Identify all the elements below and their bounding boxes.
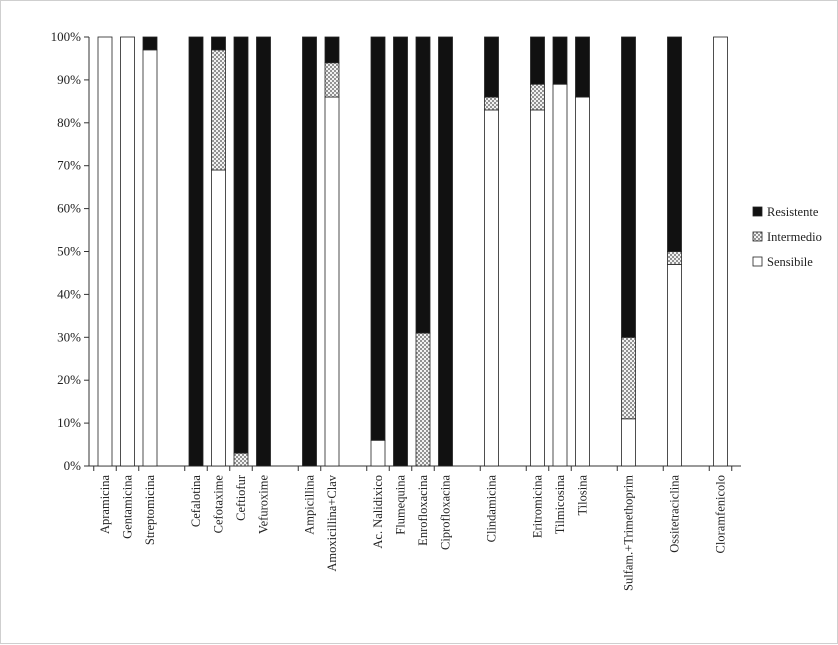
category-label: Cefotaxime bbox=[212, 475, 226, 534]
bar-segment-sensibile bbox=[530, 109, 545, 467]
bar-segment-sensibile bbox=[324, 96, 340, 467]
y-tick-label: 30% bbox=[57, 329, 81, 344]
bar-segment-sensibile bbox=[120, 36, 135, 467]
bar-segment-sensibile bbox=[575, 96, 590, 467]
axes: 0% 10% 20% 30% 40% 50% 60% 70% 80% 90% 100% bbox=[51, 29, 741, 473]
category-label: Ac. Nalidixico bbox=[371, 475, 385, 549]
bar-segment-intermedio bbox=[415, 332, 431, 467]
y-tick-label: 40% bbox=[57, 286, 81, 301]
bar-segment-resistente bbox=[142, 36, 158, 51]
bar-segment-resistente bbox=[324, 36, 340, 64]
bar-segment-intermedio bbox=[484, 96, 499, 111]
bar-segment-resistente bbox=[484, 36, 499, 98]
bar-segment-sensibile bbox=[621, 418, 636, 467]
category-label: Vefuroxime bbox=[257, 475, 271, 534]
bar-segment-intermedio bbox=[211, 49, 226, 171]
category-label: Sulfam.+Trimethoprim bbox=[622, 475, 636, 591]
category-label: Cefalotina bbox=[189, 475, 203, 528]
bar-segment-resistente bbox=[188, 36, 204, 467]
bar-segment-resistente bbox=[530, 36, 545, 85]
category-label: Ciprofloxacina bbox=[439, 475, 453, 550]
category-label: Streptomicina bbox=[143, 475, 157, 546]
legend-swatch bbox=[752, 256, 763, 267]
category-label: Apramicina bbox=[98, 475, 112, 534]
category-label: Amoxicillina+Clav bbox=[325, 474, 339, 571]
y-tick-label: 0% bbox=[64, 458, 82, 473]
legend-label: Resistente bbox=[767, 205, 819, 219]
category-label: Tilosina bbox=[576, 475, 590, 516]
y-tick-label: 60% bbox=[57, 201, 81, 216]
y-tick-label: 50% bbox=[57, 244, 81, 259]
bar-segment-sensibile bbox=[211, 169, 226, 467]
category-label: Clindamicina bbox=[485, 475, 499, 543]
legend: Resistente Intermedio Sensibile bbox=[752, 205, 822, 269]
legend-label: Intermedio bbox=[767, 230, 822, 244]
y-tick-label: 70% bbox=[57, 158, 81, 173]
bar-segment-sensibile bbox=[97, 36, 113, 467]
bar-segment-intermedio bbox=[324, 62, 340, 98]
bar-segment-resistente bbox=[621, 36, 636, 338]
bar-segment-resistente bbox=[415, 36, 431, 334]
legend-label: Sensibile bbox=[767, 255, 813, 269]
category-label: Ampicillina bbox=[303, 475, 317, 535]
bar-segment-sensibile bbox=[667, 263, 682, 467]
category-label: Tilmicosina bbox=[553, 475, 567, 535]
y-tick-label: 10% bbox=[57, 415, 81, 430]
category-label: Eritromicina bbox=[531, 475, 545, 539]
bar-segment-sensibile bbox=[713, 36, 728, 467]
y-tick-label: 100% bbox=[51, 29, 82, 44]
y-tick-label: 20% bbox=[57, 372, 81, 387]
bar-segment-intermedio bbox=[621, 336, 636, 420]
bar-segment-resistente bbox=[552, 36, 568, 85]
bar-segment-sensibile bbox=[142, 49, 158, 467]
category-labels: Apramicina Gentamicina Streptomicina Cefalo… bbox=[98, 474, 728, 591]
legend-swatch bbox=[752, 231, 763, 242]
bar-segment-intermedio bbox=[530, 83, 545, 111]
bar-segment-sensibile bbox=[484, 109, 499, 467]
bar-segment-resistente bbox=[256, 36, 271, 467]
y-tick-label: 90% bbox=[57, 72, 81, 87]
bar-segment-resistente bbox=[575, 36, 590, 98]
bar-segment-resistente bbox=[393, 36, 408, 467]
category-label: Enrofloxacina bbox=[416, 475, 430, 546]
bar-segment-resistente bbox=[233, 36, 249, 454]
category-label: Ossitetraciclina bbox=[668, 475, 682, 553]
bar-segment-resistente bbox=[302, 36, 317, 467]
category-label: Ceftiofur bbox=[234, 474, 248, 521]
bar-segment-resistente bbox=[211, 36, 226, 51]
bar-segment-intermedio bbox=[233, 452, 249, 467]
bar-segment-intermedio bbox=[667, 251, 682, 265]
bars bbox=[97, 36, 728, 467]
bar-segment-resistente bbox=[667, 36, 682, 252]
category-label: Flumequina bbox=[394, 475, 408, 535]
legend-swatch bbox=[752, 206, 763, 217]
bar-segment-sensibile bbox=[370, 439, 386, 467]
bar-segment-sensibile bbox=[552, 83, 568, 467]
y-tick-label: 80% bbox=[57, 115, 81, 130]
category-label: Gentamicina bbox=[121, 475, 135, 539]
category-label: Cloramfenicolo bbox=[714, 475, 728, 553]
bar-segment-resistente bbox=[370, 36, 386, 441]
bar-segment-resistente bbox=[438, 36, 453, 467]
